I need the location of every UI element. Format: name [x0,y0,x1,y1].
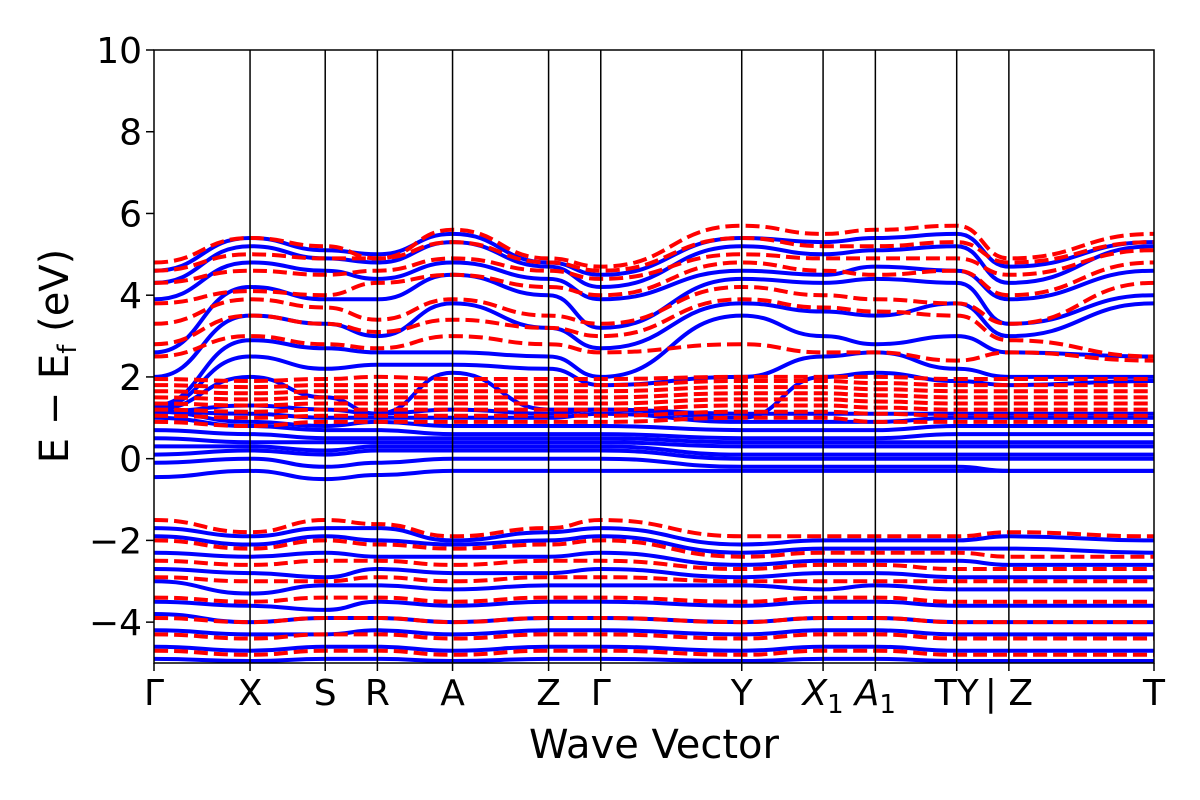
band-line-solid [154,468,1154,482]
x-tick-label: A [440,673,465,714]
x-tick-label: R [365,673,390,714]
y-tick-label: 6 [119,194,142,235]
x-tick-label: X1 [800,673,843,720]
band-line-solid [154,456,1154,473]
y-axis-ticks: −4 −2 0 2 4 6 8 10 [89,31,154,644]
x-tick-label: Γ [591,673,611,714]
x-tick-label: Y [730,673,754,714]
y-tick-label: 10 [96,31,142,72]
band-line-solid [154,272,1154,355]
x-tick-label: T [1142,673,1166,714]
y-tick-label: −2 [89,521,142,562]
y-tick-label: 2 [119,358,142,399]
y-tick-label: 0 [119,440,142,481]
x-axis-label: Wave Vector [529,722,780,768]
band-line-solid [154,656,1154,663]
x-tick-label: TY [934,673,980,714]
band-line-solid [154,579,1154,596]
band-line-dashed [154,297,1154,359]
band-line-solid [154,534,1154,555]
x-tick-label: Γ [144,673,164,714]
y-tick-label: 8 [119,113,142,154]
x-tick-label: X [238,673,263,714]
x-tick-label: Z [536,673,561,714]
plot-frame [153,49,1155,664]
band-line-dashed [154,223,1154,269]
high-symmetry-lines [249,50,1010,663]
y-tick-label: 4 [119,276,142,317]
y-axis-label: E − Ef (eV) [32,249,83,464]
band-line-dashed [154,280,1154,326]
y-tick-label: −4 [89,603,142,644]
band-line-dashed [154,538,1154,559]
x-tick-label: S [314,673,337,714]
x-tick-label: A1 [853,673,896,720]
x-tick-label: | Z [985,673,1033,714]
